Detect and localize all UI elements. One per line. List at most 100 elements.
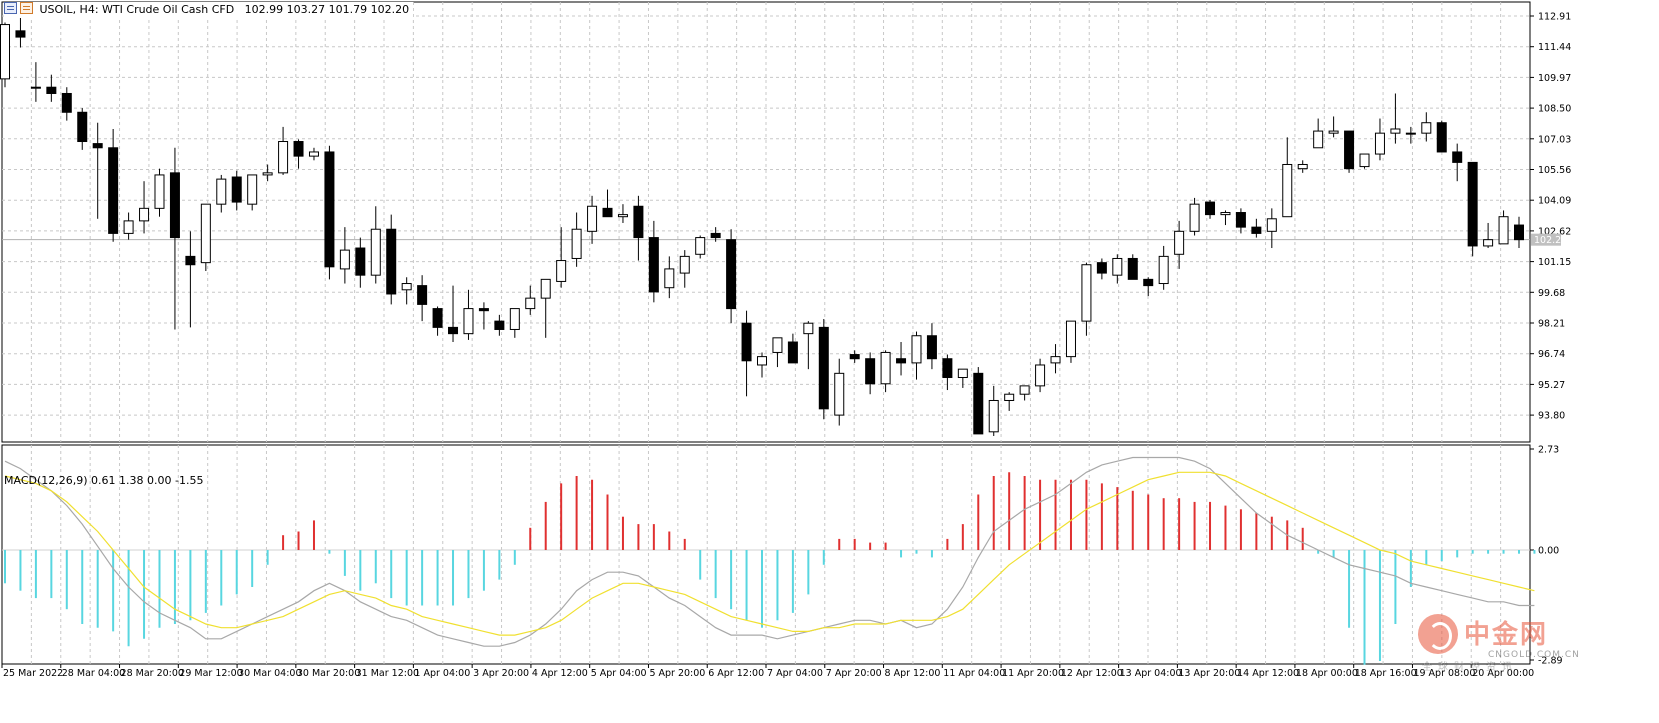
candle (648, 237, 659, 293)
time-tick-label: 7 Apr 04:00 (767, 668, 823, 679)
candle (772, 337, 783, 353)
candle (139, 207, 150, 222)
candle (911, 335, 922, 364)
candle (942, 358, 953, 379)
chart-properties-icon[interactable] (20, 2, 33, 14)
time-tick-label: 30 Mar 20:00 (297, 668, 360, 679)
price-tick-label: 99.68 (1538, 288, 1565, 299)
time-tick-label: 3 Apr 20:00 (473, 668, 529, 679)
macd-header: MACD(12,26,9) 0.61 1.38 0.00 -1.55 (4, 474, 204, 487)
candle (401, 283, 412, 291)
watermark-logo: 中金网 CNGOLD.COM.CN 全球财经资讯 (1418, 612, 1598, 673)
candle (1019, 385, 1030, 395)
price-tick-label: 108.50 (1538, 104, 1571, 115)
candle (679, 255, 690, 274)
candle (77, 111, 88, 143)
candle (1220, 212, 1231, 216)
candle (571, 228, 582, 259)
candle (1328, 130, 1339, 134)
current-price-label: 102.20 (1534, 235, 1567, 246)
candle (633, 205, 644, 239)
candle (818, 326, 829, 410)
ohlc-values: 102.99 103.27 101.79 102.20 (244, 3, 410, 16)
candle (1251, 226, 1262, 234)
price-tick-label: 93.80 (1538, 411, 1565, 422)
candle (278, 141, 289, 174)
candle (1096, 262, 1107, 274)
candle (1189, 203, 1200, 232)
candle (478, 308, 489, 312)
macd-tick-label: 2.73 (1538, 445, 1559, 456)
time-tick-label: 13 Apr 04:00 (1120, 668, 1182, 679)
time-tick-label: 5 Apr 20:00 (649, 668, 705, 679)
candle (308, 151, 319, 157)
candle (0, 24, 10, 80)
candle (1158, 255, 1169, 285)
candle (370, 228, 381, 276)
candle (1467, 161, 1478, 247)
candle (386, 228, 397, 295)
candle (1483, 239, 1494, 247)
candle (1498, 216, 1509, 245)
current-price-badge (1531, 233, 1561, 246)
candle (973, 372, 984, 435)
macd-tick-label: 0.00 (1538, 546, 1559, 557)
time-tick-label: 12 Apr 12:00 (1061, 668, 1123, 679)
candle (30, 86, 41, 89)
candle (15, 30, 26, 38)
candle (169, 172, 180, 239)
candle (185, 255, 196, 266)
time-tick-label: 1 Apr 04:00 (414, 668, 470, 679)
candle (540, 278, 551, 299)
candle (92, 143, 103, 149)
price-tick-label: 109.97 (1538, 73, 1571, 84)
watermark-en: CNGOLD.COM.CN (1488, 650, 1580, 660)
candle (926, 335, 937, 360)
candle (216, 178, 227, 205)
candle (1035, 364, 1046, 387)
candle (1514, 224, 1524, 241)
watermark-sub: 全球财经资讯 (1422, 662, 1518, 673)
price-tick-label: 96.74 (1538, 349, 1565, 360)
time-tick-label: 19 Apr 08:00 (1413, 668, 1475, 679)
candle (1143, 278, 1154, 287)
time-tick-label: 20 Apr 00:00 (1472, 668, 1534, 679)
price-tick-label: 112.91 (1538, 12, 1571, 23)
candle (695, 237, 706, 255)
candle (741, 322, 752, 362)
time-tick-label: 14 Apr 12:00 (1237, 668, 1299, 679)
candle (757, 356, 767, 366)
price-tick-label: 101.15 (1538, 257, 1571, 268)
candle (1235, 212, 1246, 228)
time-tick-label: 18 Apr 00:00 (1296, 668, 1358, 679)
time-tick-label: 28 Mar 04:00 (62, 668, 125, 679)
candle (1081, 264, 1092, 322)
time-tick-label: 8 Apr 12:00 (885, 668, 941, 679)
signal-line (4, 471, 1535, 636)
price-tick-label: 104.09 (1538, 196, 1571, 207)
price-tick-label: 105.56 (1538, 165, 1571, 176)
candle (1205, 201, 1216, 216)
candle (417, 285, 428, 305)
candle (200, 203, 211, 264)
time-tick-label: 29 Mar 12:00 (179, 668, 242, 679)
candle (1344, 130, 1355, 170)
candle (1452, 151, 1463, 163)
candle (602, 207, 613, 218)
candle (1359, 153, 1370, 168)
candle (1282, 163, 1293, 218)
candle (123, 220, 134, 234)
price-tick-label: 95.27 (1538, 380, 1565, 391)
time-tick-label: 5 Apr 04:00 (591, 668, 647, 679)
price-tick-label: 107.03 (1538, 134, 1571, 145)
price-tick-label: 98.21 (1538, 319, 1565, 330)
candle (448, 326, 459, 335)
candle (525, 297, 536, 310)
candle (339, 249, 350, 270)
time-tick-label: 4 Apr 12:00 (532, 668, 588, 679)
candle (247, 174, 258, 205)
cngold-logo-icon (1418, 614, 1458, 654)
time-tick-label: 13 Apr 20:00 (1178, 668, 1240, 679)
candle (710, 232, 721, 239)
